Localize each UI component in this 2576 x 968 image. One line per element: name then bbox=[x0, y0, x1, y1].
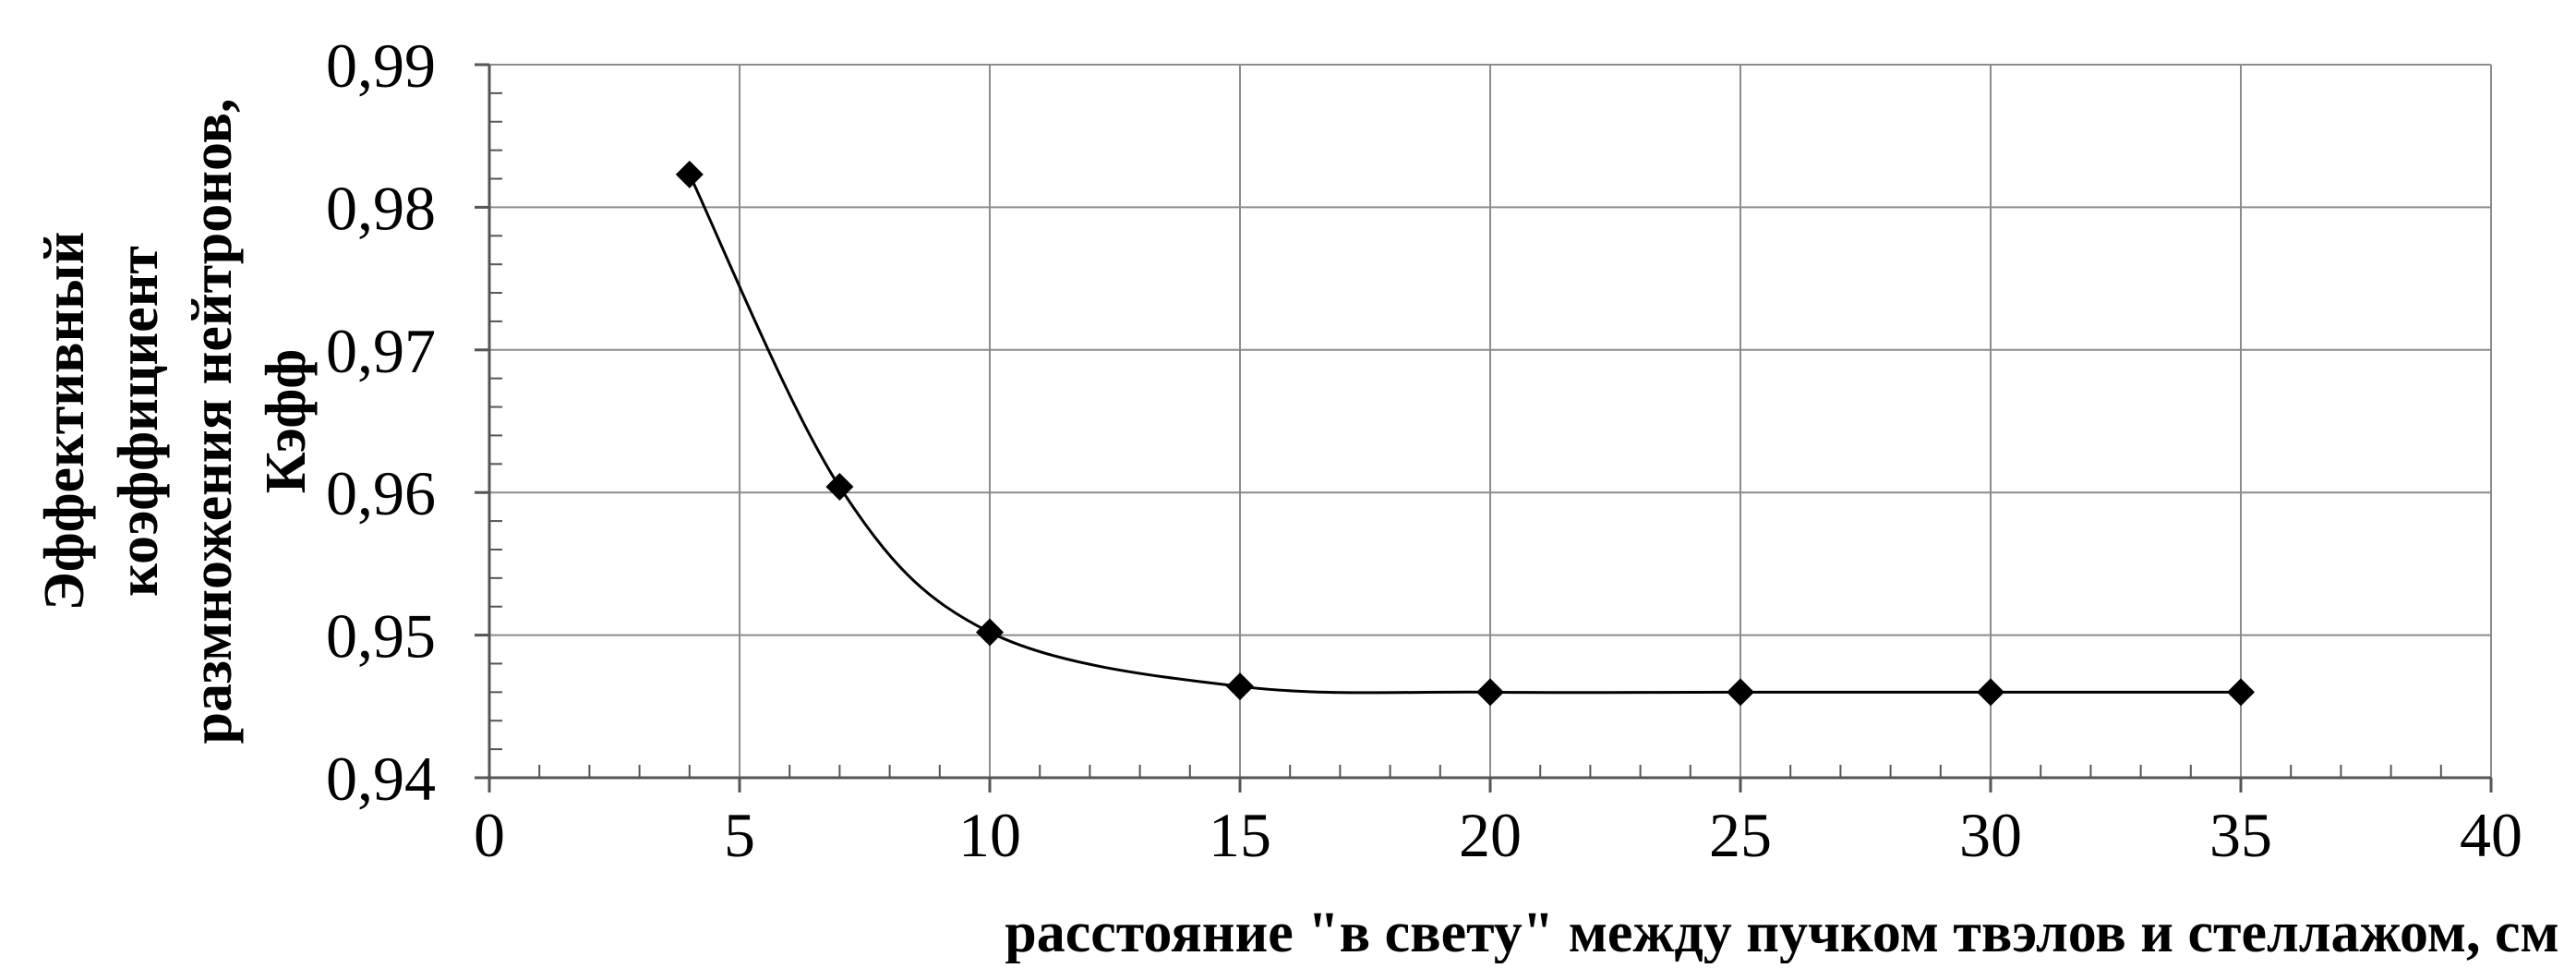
y-axis-title-line: Кэфф bbox=[255, 349, 318, 493]
x-tick-label: 40 bbox=[2460, 800, 2522, 870]
y-axis-title: Эффективный коэффициент размножения нейтро… bbox=[33, 99, 318, 744]
tick-labels: 0,94 0,95 0,96 0,97 0,98 0,99 0 5 10 15 20 25 30 35 40 bbox=[326, 30, 2522, 870]
y-tick-label: 0,96 bbox=[326, 458, 436, 528]
data-points bbox=[675, 160, 2255, 707]
x-tick-label: 10 bbox=[958, 800, 1021, 870]
data-point-marker bbox=[1727, 678, 1754, 707]
x-tick-label: 0 bbox=[474, 800, 505, 870]
y-tick-label: 0,98 bbox=[326, 173, 436, 243]
y-tick-label: 0,99 bbox=[326, 30, 436, 101]
x-tick-label: 25 bbox=[1709, 800, 1772, 870]
data-point-marker bbox=[675, 160, 704, 188]
axes bbox=[475, 63, 2493, 793]
y-tick-label: 0,94 bbox=[326, 744, 436, 814]
data-point-marker bbox=[2227, 678, 2255, 707]
x-axis-title: расстояние "в свету" между пучком твэлов… bbox=[1005, 901, 2559, 963]
data-point-marker bbox=[1226, 672, 1254, 701]
data-point-marker bbox=[1977, 678, 2004, 707]
data-point-marker bbox=[825, 473, 854, 502]
y-axis-title-line: коэффициент bbox=[107, 246, 170, 597]
series-line bbox=[688, 174, 2241, 695]
y-tick-label: 0,97 bbox=[326, 316, 436, 386]
x-tick-label: 30 bbox=[1959, 800, 2022, 870]
x-tick-label: 15 bbox=[1209, 800, 1271, 870]
y-axis-title-line: размножения нейтронов, bbox=[181, 99, 244, 744]
x-tick-label: 35 bbox=[2209, 800, 2272, 870]
x-tick-label: 5 bbox=[724, 800, 755, 870]
y-axis-title-line: Эффективный bbox=[33, 232, 96, 611]
x-tick-label: 20 bbox=[1459, 800, 1522, 870]
series-line-layer bbox=[688, 174, 2241, 695]
grid-lines bbox=[489, 64, 2492, 778]
data-point-marker bbox=[1476, 678, 1504, 707]
y-tick-label: 0,95 bbox=[326, 601, 436, 672]
data-point-marker bbox=[976, 618, 1004, 647]
